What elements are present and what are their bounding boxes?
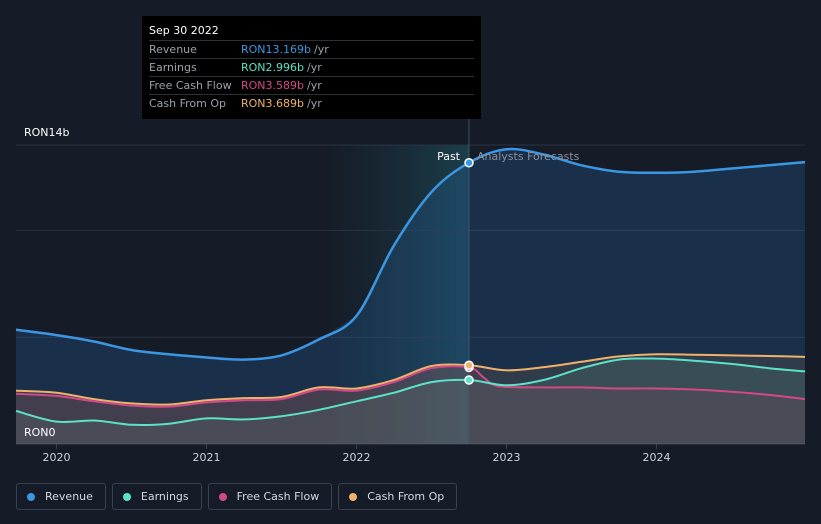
tooltip-value: RON3.689b bbox=[241, 97, 305, 110]
legend-label: Free Cash Flow bbox=[236, 490, 320, 503]
forecast-label: Analysts Forecasts bbox=[477, 150, 580, 163]
tooltip-value: RON13.169b bbox=[241, 43, 312, 56]
past-highlight-band bbox=[319, 145, 469, 444]
past-label: Past bbox=[437, 150, 461, 163]
tooltip-date: Sep 30 2022 bbox=[149, 24, 219, 37]
legend-dot-icon bbox=[27, 492, 35, 501]
data-point-marker bbox=[464, 375, 474, 385]
tooltip-value: RON2.996b bbox=[241, 61, 305, 74]
tooltip-label: Free Cash Flow bbox=[149, 79, 232, 92]
legend-item-revenue[interactable]: Revenue bbox=[16, 483, 106, 510]
data-point-marker bbox=[464, 157, 474, 168]
area-revenue bbox=[16, 149, 805, 445]
tooltip-row-free-cash-flow: Free Cash Flow RON3.589b /yr bbox=[149, 76, 474, 94]
chart-legend: Revenue Earnings Free Cash Flow Cash Fro… bbox=[16, 483, 458, 510]
legend-dot-icon bbox=[122, 492, 131, 501]
x-tick-label: 2024 bbox=[643, 451, 671, 464]
x-tick-label: 2023 bbox=[493, 451, 521, 464]
y-axis-label-min: RON0 bbox=[24, 426, 56, 439]
tooltip-unit: /yr bbox=[307, 61, 322, 74]
data-tooltip: Sep 30 2022 Revenue RON13.169b /yr Earni… bbox=[142, 16, 481, 119]
tooltip-row-cash-from-op: Cash From Op RON3.689b /yr bbox=[149, 94, 474, 112]
legend-dot-icon bbox=[349, 492, 358, 501]
x-tick-label: 2021 bbox=[193, 451, 221, 464]
data-point-marker bbox=[464, 360, 474, 370]
legend-item-cash-from-op[interactable]: Cash From Op bbox=[338, 483, 458, 510]
tooltip-label: Revenue bbox=[149, 43, 197, 56]
tooltip-unit: /yr bbox=[307, 97, 322, 110]
tooltip-value: RON3.589b bbox=[241, 79, 305, 92]
tooltip-row-earnings: Earnings RON2.996b /yr bbox=[149, 58, 474, 76]
tooltip-unit: /yr bbox=[314, 43, 329, 56]
x-tick-label: 2020 bbox=[43, 451, 71, 464]
legend-label: Earnings bbox=[140, 490, 189, 503]
y-axis-label-max: RON14b bbox=[24, 126, 70, 139]
x-tick-label: 2022 bbox=[343, 451, 371, 464]
tooltip-label: Cash From Op bbox=[149, 97, 227, 110]
area-cash-from-op bbox=[16, 354, 805, 444]
legend-item-free-cash-flow[interactable]: Free Cash Flow bbox=[207, 483, 333, 510]
legend-label: Revenue bbox=[45, 490, 93, 503]
area-free-cash-flow bbox=[16, 367, 805, 444]
legend-label: Cash From Op bbox=[367, 490, 445, 503]
area-earnings bbox=[16, 358, 805, 444]
tooltip-unit: /yr bbox=[307, 79, 322, 92]
series-line-earnings bbox=[15, 357, 806, 426]
tooltip-label: Earnings bbox=[149, 61, 197, 74]
series-line-revenue bbox=[15, 147, 806, 361]
legend-dot-icon bbox=[218, 492, 227, 501]
series-line-free-cash-flow bbox=[15, 365, 806, 408]
tooltip-row-revenue: Revenue RON13.169b /yr bbox=[149, 40, 474, 58]
legend-item-earnings[interactable]: Earnings bbox=[111, 483, 202, 510]
series-line-cash-from-op bbox=[15, 353, 806, 406]
